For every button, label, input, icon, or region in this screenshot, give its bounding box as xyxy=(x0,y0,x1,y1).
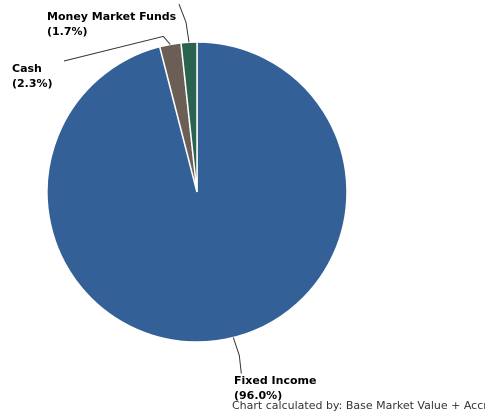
leader-lines xyxy=(63,4,242,374)
leader-line-cash xyxy=(63,35,171,62)
label-fixed-income-pct: (96.0%) xyxy=(234,389,282,402)
label-money-market-funds-name: Money Market Funds xyxy=(47,10,177,23)
pie-slices xyxy=(46,41,348,343)
pie-slice-money-market-funds xyxy=(180,41,198,193)
leader-line-money-market-funds xyxy=(178,4,190,43)
label-fixed-income-name: Fixed Income xyxy=(234,374,316,387)
chart-footnote: Chart calculated by: Base Market Value +… xyxy=(232,399,485,412)
label-cash-name: Cash xyxy=(12,62,42,75)
label-cash-pct: (2.3%) xyxy=(12,77,53,90)
leader-line-fixed-income xyxy=(232,337,242,374)
label-money-market-funds-pct: (1.7%) xyxy=(47,25,88,38)
